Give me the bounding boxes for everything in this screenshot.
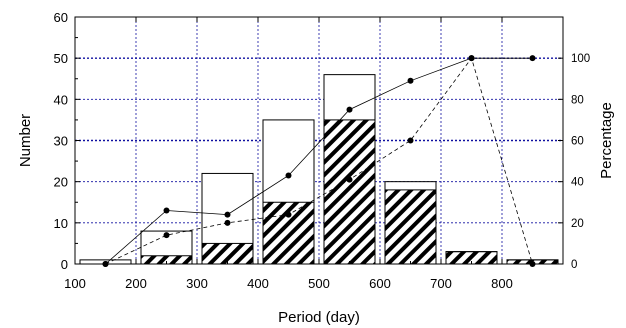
x-tick-label-300: 300 bbox=[186, 276, 208, 291]
x-tick-label-500: 500 bbox=[308, 276, 330, 291]
y-left-tick-label-0: 0 bbox=[61, 257, 68, 272]
y-left-tick-label-20: 20 bbox=[54, 175, 68, 190]
grid-lines bbox=[75, 17, 563, 264]
y-right-tick-label-0: 0 bbox=[571, 259, 577, 271]
bars bbox=[79, 74, 559, 265]
bar-hatched-350 bbox=[201, 242, 254, 265]
point-dashed-450 bbox=[285, 211, 292, 218]
bar-hatched-650 bbox=[384, 189, 437, 265]
x-tick-label-700: 700 bbox=[430, 276, 452, 291]
x-tick-label-200: 200 bbox=[125, 276, 147, 291]
x-tick-label-800: 800 bbox=[491, 276, 513, 291]
y-left-tick-label-60: 60 bbox=[54, 10, 68, 25]
y-right-tick-label-20: 20 bbox=[571, 218, 584, 230]
x-tick-label-400: 400 bbox=[247, 276, 269, 291]
line-dashed bbox=[105, 57, 533, 265]
point-solid-650 bbox=[407, 77, 414, 84]
point-solid-350 bbox=[224, 211, 231, 218]
point-dashed-550 bbox=[346, 176, 353, 183]
y-right-tick-label-60: 60 bbox=[571, 136, 584, 148]
y-left-tick-label-10: 10 bbox=[54, 216, 68, 231]
axes: 100 200 300 400 500 600 700 8000102030405060020… bbox=[54, 10, 591, 291]
y-right-tick-label-80: 80 bbox=[571, 94, 584, 106]
x-axis-label: Period (day) bbox=[278, 309, 360, 326]
point-dashed-250 bbox=[163, 232, 170, 239]
y-left-tick-label-30: 30 bbox=[54, 134, 68, 149]
bar-hatched-550 bbox=[323, 119, 376, 265]
point-solid-250 bbox=[163, 207, 170, 214]
x-tick-label-600: 600 bbox=[369, 276, 391, 291]
y-right-tick-label-100: 100 bbox=[571, 53, 590, 65]
point-dashed-750 bbox=[468, 55, 475, 62]
bar-hatched-450 bbox=[262, 201, 315, 265]
y-axis-right-label: Percentage bbox=[598, 102, 615, 179]
point-dashed-650 bbox=[407, 137, 414, 144]
x-tick-label-100: 100 bbox=[64, 276, 86, 291]
point-solid-850 bbox=[529, 55, 536, 62]
y-left-tick-label-40: 40 bbox=[54, 92, 68, 107]
y-axis-left-label: Number bbox=[17, 114, 34, 167]
percentage-lines bbox=[102, 55, 536, 267]
point-solid-550 bbox=[346, 106, 353, 113]
y-left-tick-label-50: 50 bbox=[54, 51, 68, 66]
y-right-tick-label-40: 40 bbox=[571, 177, 584, 189]
point-solid-450 bbox=[285, 172, 292, 179]
point-dashed-350 bbox=[224, 219, 231, 226]
line-solid bbox=[105, 57, 533, 265]
